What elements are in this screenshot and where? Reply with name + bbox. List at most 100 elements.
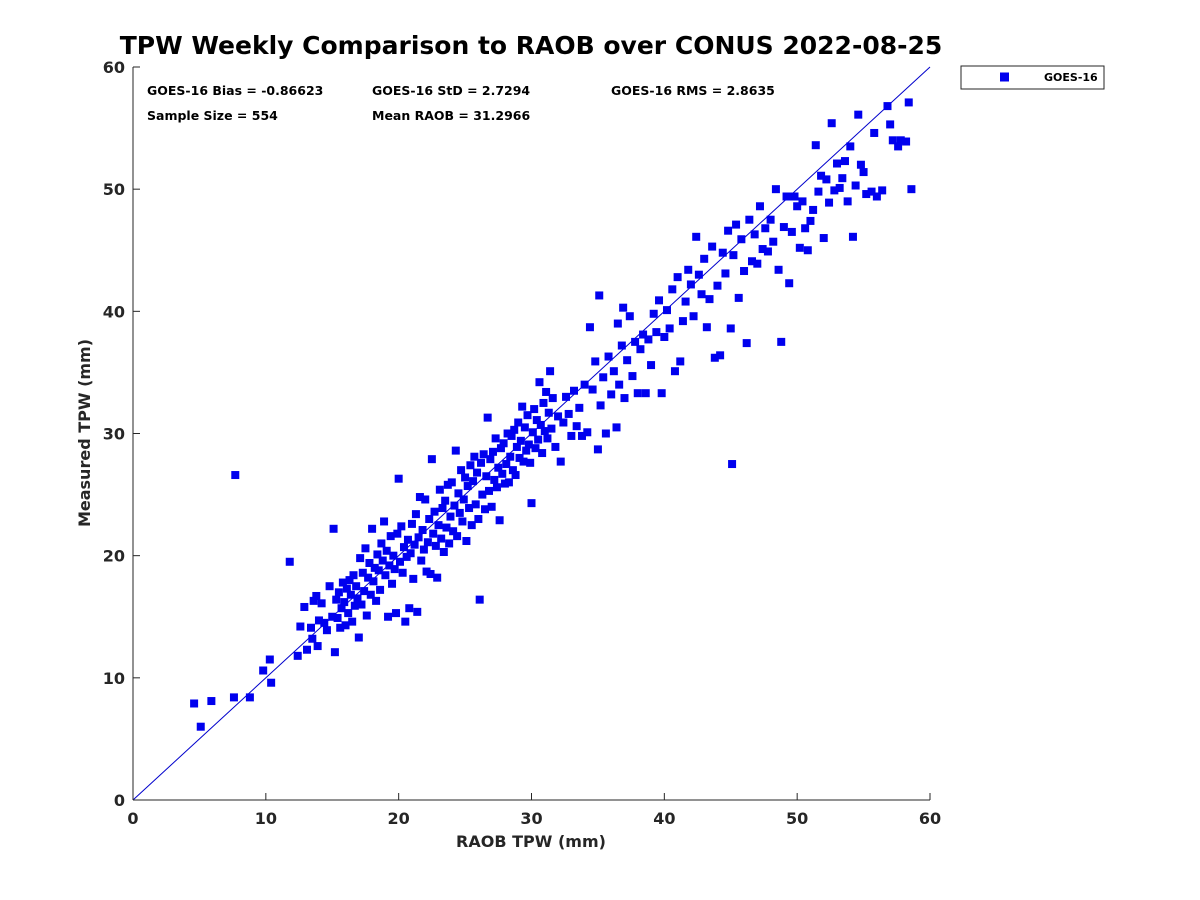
data-point: [628, 372, 637, 381]
data-point: [441, 496, 450, 505]
data-point: [504, 478, 513, 487]
data-point: [366, 590, 375, 599]
data-point: [352, 582, 361, 591]
data-point: [833, 159, 842, 168]
data-point: [527, 499, 536, 508]
data-point: [710, 353, 719, 362]
data-point: [548, 394, 557, 403]
data-point: [490, 475, 499, 484]
data-point: [575, 403, 584, 412]
x-axis-title: RAOB TPW (mm): [456, 832, 606, 851]
data-point: [439, 548, 448, 557]
data-point: [345, 576, 354, 585]
data-point: [726, 324, 735, 333]
data-point: [407, 519, 416, 528]
data-point: [870, 128, 879, 137]
data-point: [748, 257, 757, 266]
data-point: [609, 367, 618, 376]
data-point: [300, 602, 309, 611]
data-point: [745, 215, 754, 224]
data-point: [787, 227, 796, 236]
data-point: [758, 245, 767, 254]
data-point: [540, 427, 549, 436]
data-point: [231, 471, 240, 480]
data-point: [862, 190, 871, 199]
data-point: [455, 508, 464, 517]
data-point: [333, 613, 342, 622]
data-point: [411, 510, 420, 519]
data-point: [721, 269, 730, 278]
data-point: [809, 205, 818, 214]
data-point: [328, 612, 337, 621]
data-point: [532, 416, 541, 425]
data-point: [617, 341, 626, 350]
data-point: [484, 486, 493, 495]
data-point: [353, 594, 362, 603]
stat-mean-raob: Mean RAOB = 31.2966: [372, 108, 530, 123]
data-point: [382, 546, 391, 555]
data-point: [851, 181, 860, 190]
data-point: [542, 387, 551, 396]
data-point: [686, 280, 695, 289]
data-point: [854, 110, 863, 119]
data-point: [418, 526, 427, 535]
data-point: [692, 232, 701, 241]
x-tick-label: 20: [388, 809, 410, 828]
data-point: [341, 621, 350, 630]
data-point: [543, 434, 552, 443]
data-point: [670, 367, 679, 376]
data-point: [390, 565, 399, 574]
data-point: [296, 622, 305, 631]
data-point: [265, 655, 274, 664]
y-tick-label: 50: [103, 180, 125, 199]
y-tick-label: 10: [103, 669, 125, 688]
data-point: [613, 319, 622, 328]
data-point: [591, 357, 600, 366]
data-point: [431, 541, 440, 550]
data-point: [856, 160, 865, 169]
data-point: [434, 521, 443, 530]
data-point: [662, 306, 671, 315]
data-point: [763, 247, 772, 256]
data-point: [814, 187, 823, 196]
data-point: [442, 523, 451, 532]
legend-box: [960, 65, 1105, 90]
data-point: [338, 578, 347, 587]
data-point: [689, 312, 698, 321]
data-point: [421, 495, 430, 504]
data-point: [907, 185, 916, 194]
data-point: [641, 389, 650, 398]
data-point: [488, 447, 497, 456]
data-point: [344, 609, 353, 618]
data-point: [681, 297, 690, 306]
data-point: [426, 569, 435, 578]
data-point: [633, 389, 642, 398]
data-point: [466, 461, 475, 470]
data-point: [356, 554, 365, 563]
data-point: [551, 442, 560, 451]
data-point: [486, 455, 495, 464]
data-point: [415, 493, 424, 502]
data-point: [306, 623, 315, 632]
data-point: [825, 198, 834, 207]
data-point: [465, 504, 474, 513]
data-point: [619, 303, 628, 312]
data-point: [447, 478, 456, 487]
y-tick-label: 30: [103, 425, 125, 444]
data-point: [320, 618, 329, 627]
data-point: [392, 609, 401, 618]
data-point: [531, 444, 540, 453]
data-point: [538, 449, 547, 458]
data-point: [700, 254, 709, 263]
data-point: [755, 202, 764, 211]
data-point: [394, 474, 403, 483]
data-point: [544, 408, 553, 417]
data-point: [511, 471, 520, 480]
data-point: [732, 220, 741, 229]
data-point: [483, 413, 492, 422]
data-point: [793, 202, 802, 211]
data-point: [376, 585, 385, 594]
data-point: [190, 699, 199, 708]
data-point: [332, 595, 341, 604]
data-point: [729, 251, 738, 260]
